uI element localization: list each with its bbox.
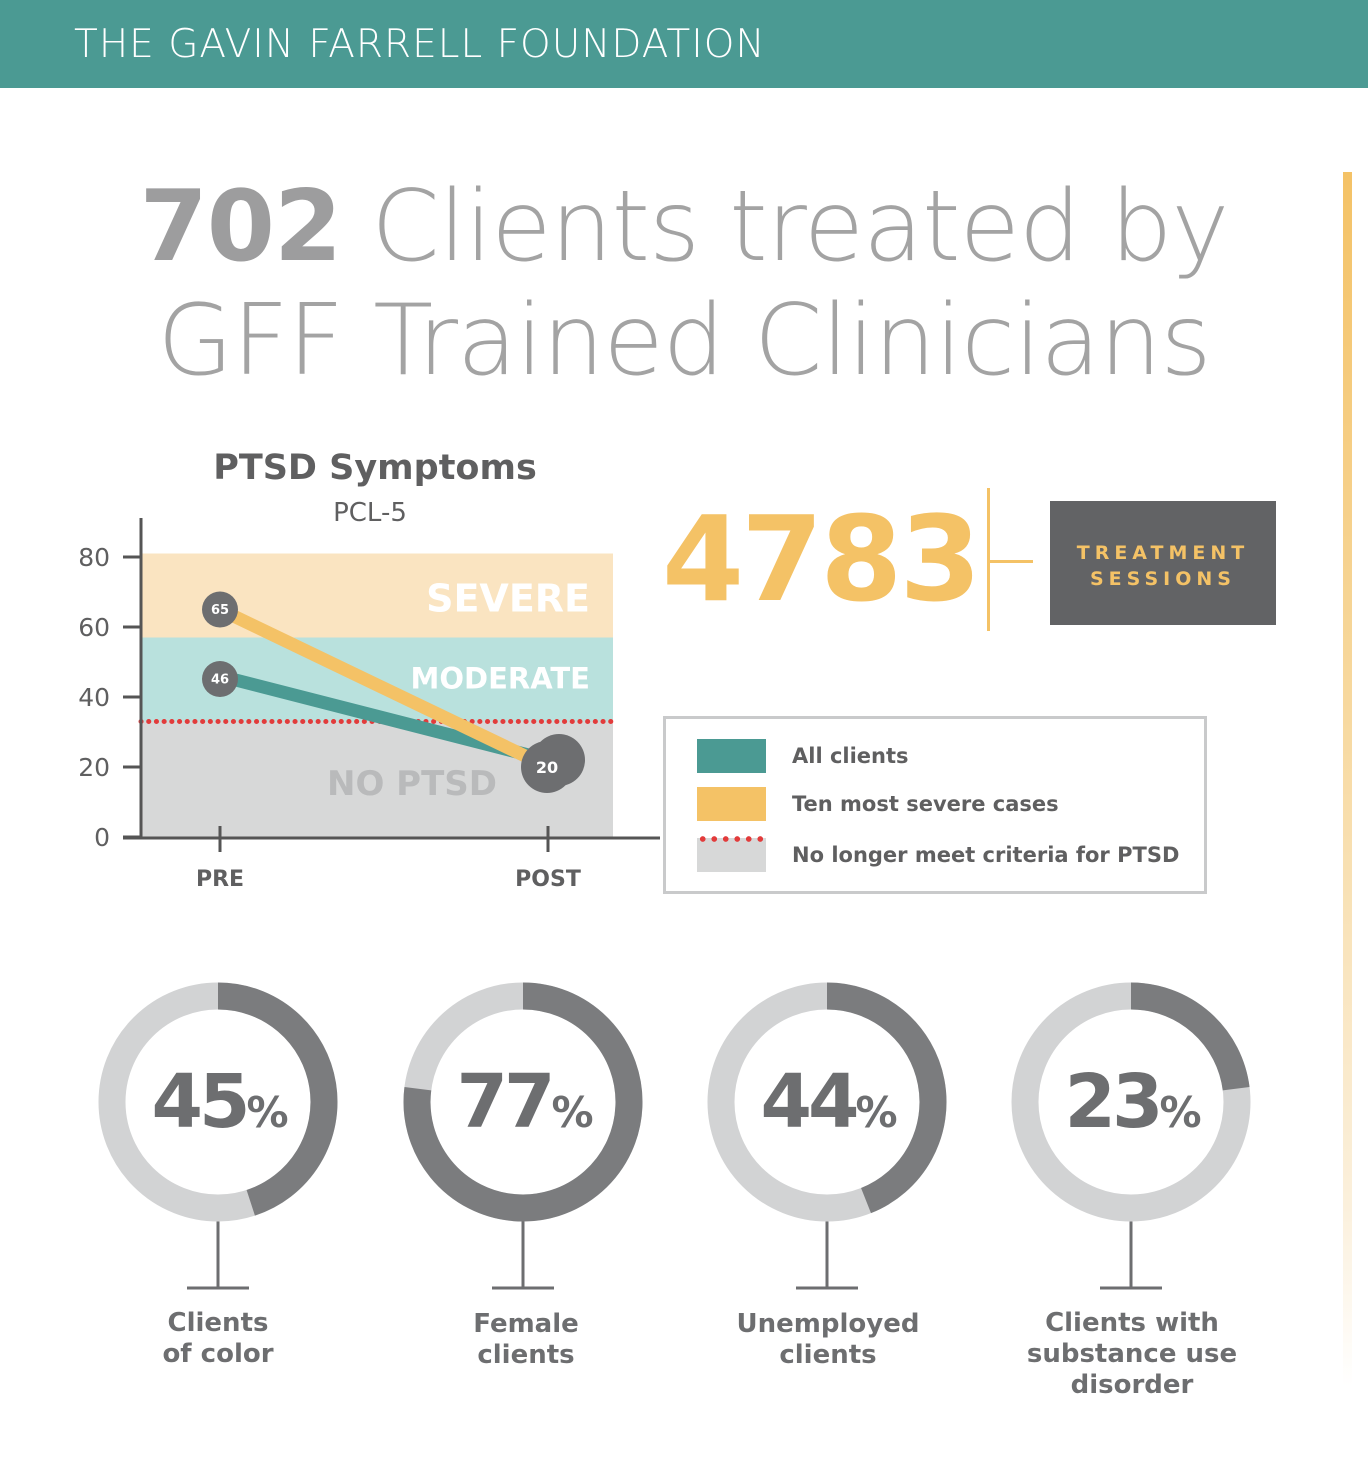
y-tick-label: 60: [78, 613, 110, 642]
donut-number: 23: [1064, 1059, 1159, 1145]
donut-label-line: Unemployed: [736, 1309, 920, 1339]
donut-label-unemployed: Unemployed clients: [698, 1309, 958, 1371]
donut-label-clients-of-color: Clients of color: [88, 1308, 348, 1370]
side-accent-rule: [1343, 172, 1352, 1387]
x-tick-label: POST: [515, 867, 581, 892]
data-label: 46: [211, 673, 229, 688]
legend-item-no-ptsd: No longer meet criteria for PTSD: [697, 836, 1180, 872]
legend-label: No longer meet criteria for PTSD: [792, 843, 1180, 867]
y-tick-label: 20: [78, 753, 110, 782]
donut-charts: 45% 77% 44% 23%: [98, 982, 1251, 1290]
client-count: 702: [139, 170, 343, 284]
donut-label-line: Clients: [167, 1308, 269, 1338]
chart-subtitle: PCL-5: [333, 498, 407, 528]
org-name: THE GAVIN FARRELL FOUNDATION: [74, 22, 766, 67]
donut-label-line: of color: [162, 1339, 274, 1369]
treatment-sessions-label-line2: SESSIONS: [1090, 568, 1236, 590]
data-point: [202, 591, 238, 628]
data-label: 65: [211, 603, 229, 618]
donut-value: 23%: [1064, 1059, 1201, 1145]
donut-arc: [217, 982, 338, 1216]
treatment-sessions-box: [1050, 501, 1276, 625]
donut-label-line: Clients with: [1045, 1308, 1219, 1338]
donut-label-line: disorder: [1070, 1370, 1194, 1400]
data-label: 20: [536, 758, 558, 777]
donut-unit: %: [551, 1088, 593, 1137]
donut-value: 45%: [151, 1059, 288, 1145]
treatment-sessions-count: 4783: [662, 490, 981, 628]
series-line-ten-most-severe-cases: [213, 603, 555, 774]
bracket-vertical: [987, 488, 990, 631]
donut-label-substance-use: Clients with substance use disorder: [1002, 1308, 1262, 1401]
legend-label: All clients: [792, 744, 909, 768]
donut-label-line: clients: [779, 1340, 877, 1370]
donut-label-female-clients: Female clients: [396, 1309, 656, 1371]
data-point: [521, 741, 573, 793]
treatment-sessions-label: TREATMENT SESSIONS: [1050, 540, 1276, 592]
chart-title: PTSD Symptoms: [213, 448, 537, 488]
donut-number: 44: [760, 1059, 856, 1145]
donut-arc: [1130, 982, 1250, 1091]
donut-value: 77%: [456, 1059, 593, 1145]
legend-swatch-gold: [697, 787, 766, 821]
y-tick-label: 0: [94, 823, 110, 852]
legend-threshold-dots: [697, 836, 766, 842]
band-label-no-ptsd: NO PTSD: [327, 764, 497, 804]
headline-line-1-text: Clients treated by: [341, 170, 1229, 284]
treatment-sessions-label-line1: TREATMENT: [1076, 542, 1250, 564]
donut-unit: %: [1159, 1088, 1201, 1137]
headline-line-1: 702 Clients treated by: [0, 172, 1368, 282]
donut-arc: [826, 982, 947, 1214]
donut-arc: [403, 982, 643, 1222]
legend-item-all-clients: All clients: [697, 739, 909, 773]
donut-number: 77: [456, 1059, 551, 1145]
ptsd-line-chart: SEVERE MODERATE NO PTSD 0 20 40 60 80 PRE POST 46 6…: [78, 518, 660, 892]
y-tick-label: 40: [78, 683, 110, 712]
donut-number: 45: [151, 1059, 246, 1145]
legend-label: Ten most severe cases: [792, 792, 1059, 816]
x-tick-label: PRE: [196, 867, 244, 892]
band-label-moderate: MODERATE: [410, 662, 590, 696]
donut-unit: %: [246, 1088, 288, 1137]
donut-unit: %: [855, 1088, 897, 1137]
donut-value: 44%: [760, 1059, 897, 1145]
headline-line-2: GFF Trained Clinicians: [157, 284, 1211, 398]
legend-swatch-gray: [697, 836, 766, 872]
y-tick-label: 80: [78, 543, 110, 572]
donut-label-line: substance use: [1026, 1339, 1238, 1369]
band-label-severe: SEVERE: [426, 577, 590, 621]
data-point: [202, 661, 238, 697]
donut-label-line: Female: [473, 1309, 579, 1339]
legend-item-severe-cases: Ten most severe cases: [697, 787, 1059, 821]
donut-label-line: clients: [477, 1340, 575, 1370]
legend-swatch-teal: [697, 739, 766, 773]
header-banner: THE GAVIN FARRELL FOUNDATION: [0, 0, 1368, 88]
bracket-horizontal: [989, 560, 1033, 563]
